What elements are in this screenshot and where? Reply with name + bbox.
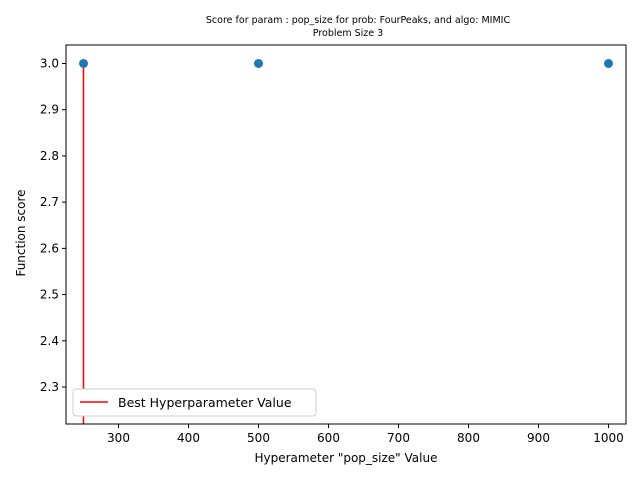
y-tick-label-2: 2.5 bbox=[40, 288, 59, 302]
x-axis-label: Hyperameter "pop_size" Value bbox=[255, 451, 438, 465]
x-tick-label-4: 700 bbox=[387, 431, 410, 445]
y-tick-label-7: 3.0 bbox=[40, 56, 59, 70]
x-tick-label-0: 300 bbox=[107, 431, 130, 445]
chart-title: Score for param : pop_size for prob: Fou… bbox=[206, 15, 511, 26]
y-axis: 2.3 2.4 2.5 2.6 2.7 2.8 2.9 3.0 bbox=[40, 56, 66, 394]
y-tick-label-4: 2.7 bbox=[40, 195, 59, 209]
x-tick-label-3: 600 bbox=[317, 431, 340, 445]
chart-subtitle: Problem Size 3 bbox=[313, 28, 383, 39]
legend: Best Hyperparameter Value bbox=[72, 388, 317, 417]
x-tick-label-2: 500 bbox=[247, 431, 270, 445]
x-tick-label-7: 1000 bbox=[593, 431, 624, 445]
data-point-0 bbox=[79, 58, 88, 68]
data-point-2 bbox=[604, 58, 613, 68]
y-axis-label: Function score bbox=[14, 189, 28, 276]
y-tick-label-6: 2.9 bbox=[40, 103, 59, 117]
y-tick-label-3: 2.6 bbox=[40, 241, 59, 255]
plot-area bbox=[79, 58, 613, 424]
data-point-1 bbox=[254, 58, 263, 68]
x-tick-label-1: 400 bbox=[177, 431, 200, 445]
legend-label-best-line: Best Hyperparameter Value bbox=[118, 395, 292, 410]
y-tick-label-5: 2.8 bbox=[40, 149, 59, 163]
plot-frame bbox=[65, 44, 627, 425]
legend-box bbox=[72, 388, 317, 417]
x-tick-label-5: 800 bbox=[457, 431, 480, 445]
y-tick-label-1: 2.4 bbox=[40, 334, 59, 348]
x-tick-label-6: 900 bbox=[527, 431, 550, 445]
y-tick-label-0: 2.3 bbox=[40, 380, 59, 394]
x-axis: 300 400 500 600 700 800 900 1000 bbox=[107, 424, 624, 445]
